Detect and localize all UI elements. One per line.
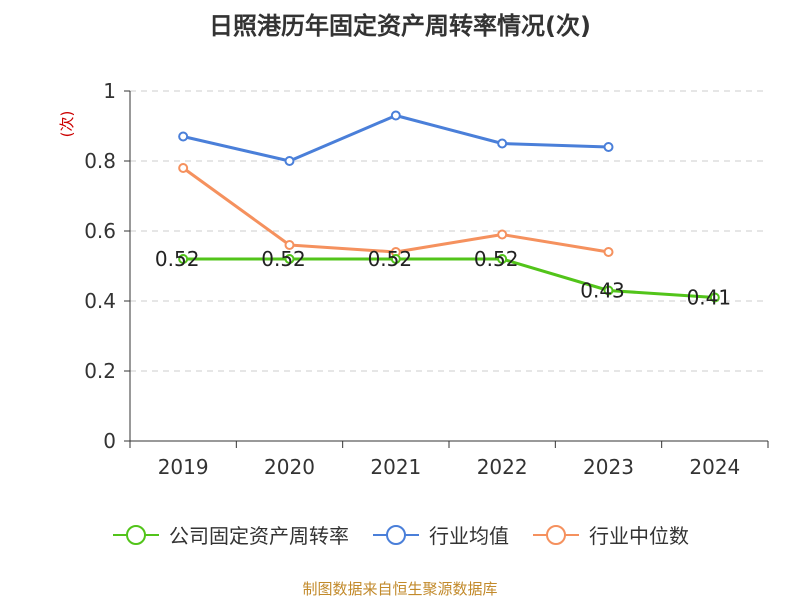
data-label: 0.43 <box>580 279 625 303</box>
data-point <box>178 163 189 173</box>
legend-item[interactable]: 行业中位数 <box>531 520 689 549</box>
data-point <box>390 110 401 121</box>
data-point <box>390 254 401 264</box>
data-point <box>284 240 295 250</box>
data-label: 0.52 <box>368 247 413 271</box>
legend-swatch <box>113 524 159 545</box>
data-point <box>178 131 189 142</box>
legend-label: 行业均值 <box>429 524 509 548</box>
x-tick-label: 2023 <box>583 455 634 479</box>
y-tick-label: 0.8 <box>84 149 116 173</box>
y-tick-label: 0.6 <box>84 219 116 243</box>
series-line <box>182 166 609 254</box>
series-line <box>183 257 715 299</box>
x-tick-label: 2024 <box>689 455 740 479</box>
data-point <box>603 285 614 296</box>
data-point <box>284 254 295 264</box>
data-label: 0.52 <box>261 247 306 271</box>
y-axis-label: (次) <box>58 111 76 138</box>
series-line <box>182 114 609 163</box>
data-point <box>709 292 720 303</box>
x-tick-label: 2020 <box>264 455 315 479</box>
chart-title: 日照港历年固定资产周转率情况(次) <box>209 12 591 40</box>
y-tick-label: 0.2 <box>84 359 116 383</box>
data-label: 0.52 <box>474 247 519 271</box>
y-tick-label: 0.4 <box>84 289 116 313</box>
legend-item[interactable]: 行业均值 <box>371 520 509 549</box>
legend-swatch <box>373 524 419 545</box>
x-tick-label: 2019 <box>158 455 209 479</box>
data-point <box>497 229 508 240</box>
y-tick-label: 1 <box>103 79 116 103</box>
data-point <box>603 142 614 152</box>
chart-legend: 公司固定资产周转率 行业均值 行业中位数 <box>0 520 800 549</box>
legend-label: 行业中位数 <box>589 524 689 548</box>
data-point <box>284 156 295 166</box>
y-tick-label: 0 <box>103 429 116 453</box>
x-tick-label: 2021 <box>370 455 421 479</box>
source-note: 制图数据来自恒生聚源数据库 <box>302 580 498 598</box>
data-point <box>497 254 508 264</box>
legend-label: 公司固定资产周转率 <box>169 524 349 548</box>
legend-item[interactable]: 公司固定资产周转率 <box>111 520 349 549</box>
data-label: 0.52 <box>155 247 200 271</box>
legend-swatch <box>533 524 579 545</box>
data-point <box>178 254 189 264</box>
data-point <box>497 138 508 149</box>
data-point <box>603 247 614 257</box>
x-tick-label: 2022 <box>477 455 528 479</box>
data-label: 0.41 <box>687 286 732 310</box>
